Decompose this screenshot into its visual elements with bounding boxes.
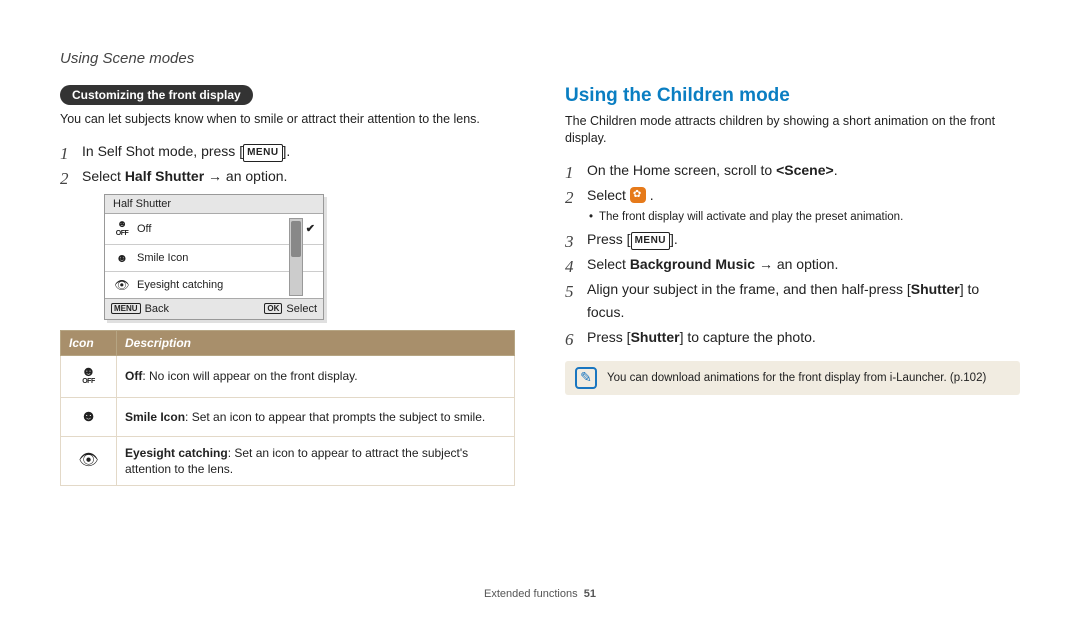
left-steps: In Self Shot mode, press [MENU]. Select … bbox=[60, 140, 515, 188]
document-page: Using Scene modes Customizing the front … bbox=[0, 0, 1080, 630]
desc-bold: Smile Icon bbox=[125, 410, 185, 424]
table-row: 👁 Eyesight catching: Set an icon to appe… bbox=[61, 436, 515, 485]
off-icon: ☻OFF bbox=[61, 355, 117, 398]
page-footer: Extended functions 51 bbox=[60, 576, 1020, 600]
sub-bullets: The front display will activate and play… bbox=[589, 209, 1020, 225]
cell-desc: Smile Icon: Set an icon to appear that p… bbox=[117, 398, 515, 437]
smile-icon: ☻ bbox=[113, 251, 131, 265]
desc-bold: Eyesight catching bbox=[125, 446, 228, 460]
statusbar-select: OK Select bbox=[264, 303, 317, 315]
step-bold: <Scene> bbox=[776, 162, 834, 178]
right-column: Using the Children mode The Children mod… bbox=[565, 85, 1020, 576]
desc-rest: : Set an icon to appear that prompts the… bbox=[185, 410, 485, 424]
note-text: You can download animations for the fron… bbox=[607, 372, 986, 384]
step-1: In Self Shot mode, press [MENU]. bbox=[60, 140, 515, 162]
step-2: Select . The front display will activate… bbox=[565, 184, 1020, 224]
select-label: Select bbox=[286, 303, 317, 315]
step-bold: Half Shutter bbox=[125, 168, 204, 184]
camera-ui-title: Half Shutter bbox=[105, 195, 323, 214]
row-label: Eyesight catching bbox=[137, 279, 223, 291]
statusbar-back: MENU Back bbox=[111, 303, 169, 315]
scrollbar bbox=[289, 218, 303, 296]
table-row: ☻OFF Off: No icon will appear on the fro… bbox=[61, 355, 515, 398]
section-title: Using the Children mode bbox=[565, 85, 1020, 107]
back-label: Back bbox=[145, 303, 169, 315]
step-text: ]. bbox=[283, 143, 291, 159]
menu-button-label: MENU bbox=[243, 144, 282, 162]
step-text: Press [ bbox=[587, 329, 631, 345]
step-text: . bbox=[834, 162, 838, 178]
footer-page-number: 51 bbox=[584, 588, 596, 600]
icon-description-table: Icon Description ☻OFF Off: No icon will … bbox=[60, 330, 515, 487]
step-text: Press [ bbox=[587, 231, 631, 247]
section-intro: The Children mode attracts children by s… bbox=[565, 113, 1020, 147]
off-icon: ☻OFF bbox=[113, 220, 131, 238]
step-text: Align your subject in the frame, and the… bbox=[587, 281, 911, 297]
scrollbar-thumb bbox=[291, 221, 301, 257]
desc-bold: Off bbox=[125, 369, 142, 383]
camera-ui-screenshot: Half Shutter ☻OFF Off ✔ ☻ Smile Icon 👁 bbox=[82, 194, 302, 320]
step-text: Select bbox=[82, 168, 125, 184]
breadcrumb: Using Scene modes bbox=[60, 50, 1020, 67]
step-5: Align your subject in the frame, and the… bbox=[565, 278, 1020, 323]
step-text: ] to capture the photo. bbox=[680, 329, 816, 345]
step-bold: Shutter bbox=[631, 329, 680, 345]
table-header-desc: Description bbox=[117, 330, 515, 355]
menu-pill: MENU bbox=[111, 303, 141, 314]
sub-bullet: The front display will activate and play… bbox=[589, 209, 1020, 225]
table-header-icon: Icon bbox=[61, 330, 117, 355]
step-text: . bbox=[646, 187, 654, 203]
children-mode-icon bbox=[630, 187, 646, 203]
eye-icon: 👁 bbox=[113, 278, 131, 292]
cell-desc: Eyesight catching: Set an icon to appear… bbox=[117, 436, 515, 485]
row-label: Off bbox=[137, 223, 151, 235]
ok-pill: OK bbox=[264, 303, 282, 314]
checkmark-icon: ✔ bbox=[306, 222, 315, 235]
step-2: Select Half Shutter → an option. bbox=[60, 165, 515, 187]
smile-icon: ☻ bbox=[61, 398, 117, 437]
footer-section: Extended functions bbox=[484, 588, 578, 600]
camera-ui-statusbar: MENU Back OK Select bbox=[105, 298, 323, 319]
menu-button-label: MENU bbox=[631, 232, 670, 250]
right-steps: On the Home screen, scroll to <Scene>. S… bbox=[565, 159, 1020, 349]
step-text: On the Home screen, scroll to bbox=[587, 162, 776, 178]
section-intro: You can let subjects know when to smile … bbox=[60, 111, 515, 128]
step-text: ]. bbox=[670, 231, 678, 247]
step-text: Select bbox=[587, 256, 630, 272]
note-box: ✎ You can download animations for the fr… bbox=[565, 361, 1020, 395]
step-text: Select bbox=[587, 187, 630, 203]
step-bold: Shutter bbox=[911, 281, 960, 297]
eye-icon: 👁 bbox=[61, 436, 117, 485]
cell-desc: Off: No icon will appear on the front di… bbox=[117, 355, 515, 398]
section-pill: Customizing the front display bbox=[60, 85, 253, 105]
two-column-layout: Customizing the front display You can le… bbox=[60, 85, 1020, 576]
desc-rest: : No icon will appear on the front displ… bbox=[142, 369, 357, 383]
step-text: → an option. bbox=[204, 168, 287, 184]
step-text: In Self Shot mode, press [ bbox=[82, 143, 243, 159]
step-3: Press [MENU]. bbox=[565, 228, 1020, 250]
info-icon: ✎ bbox=[575, 367, 597, 389]
step-text: → an option. bbox=[755, 256, 838, 272]
step-4: Select Background Music → an option. bbox=[565, 253, 1020, 275]
step-6: Press [Shutter] to capture the photo. bbox=[565, 326, 1020, 348]
row-label: Smile Icon bbox=[137, 252, 188, 264]
left-column: Customizing the front display You can le… bbox=[60, 85, 515, 576]
step-1: On the Home screen, scroll to <Scene>. bbox=[565, 159, 1020, 181]
step-bold: Background Music bbox=[630, 256, 755, 272]
table-row: ☻ Smile Icon: Set an icon to appear that… bbox=[61, 398, 515, 437]
